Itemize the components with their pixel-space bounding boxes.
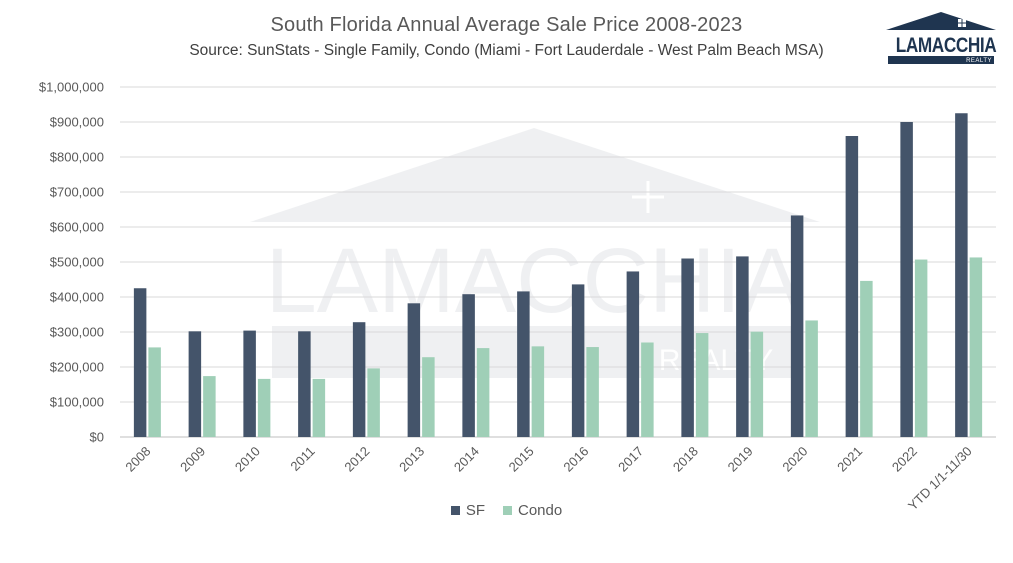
logo-sub: REALTY [966,58,992,64]
bar-condo-5 [367,368,380,437]
bar-condo-2 [203,376,216,437]
y-tick-label: $400,000 [50,290,104,305]
bar-sf-4 [298,331,311,437]
x-tick-label: 2008 [122,444,153,475]
x-tick-label: 2009 [177,444,208,475]
y-axis: $0 $100,000 $200,000 $300,000 $400,000 $500,0… [39,80,104,445]
legend-item-sf: SF [450,502,485,519]
bar-sf-5 [352,322,366,437]
y-tick-label: $800,000 [50,150,104,165]
bar-condo-12 [750,331,764,437]
x-tick-label: 2016 [560,444,591,475]
watermark-name: LAMACCHIA [266,230,803,332]
x-tick-label: 2022 [889,444,920,475]
bar-sf-6 [407,303,421,437]
chart-title: South Florida Annual Average Sale Price … [270,14,743,36]
bar-sf-11 [681,258,694,437]
bar-sf-15 [900,122,913,437]
bar-sf-13 [790,215,804,437]
y-tick-label: $1,000,000 [39,80,104,95]
bar-condo-15 [914,259,928,437]
legend-label-condo: Condo [517,502,563,519]
x-tick-label: 2020 [779,444,810,475]
x-tick-label: 2018 [670,444,701,475]
bar-condo-11 [695,333,709,437]
bar-condo-6 [422,357,435,437]
bar-sf-7 [462,294,475,437]
chart-subtitle: Source: SunStats - Single Family, Condo … [189,42,824,59]
bar-condo-3 [257,378,271,437]
x-tick-label: 2014 [451,444,482,475]
bar-sf-10 [626,271,640,437]
bars [133,113,983,437]
y-tick-label: $300,000 [50,325,104,340]
logo-icon [886,12,996,64]
legend-label-sf: SF [465,502,485,519]
bar-sf-14 [845,136,859,437]
legend-swatch-sf [450,506,460,515]
bar-sf-16 [955,113,968,437]
x-tick-label: 2017 [615,444,646,475]
x-tick-label: 2015 [506,444,537,475]
legend-swatch-condo [502,506,512,515]
logo-name: LAMACCHIA [895,34,997,57]
bar-sf-9 [571,284,585,437]
y-tick-label: $200,000 [50,360,104,375]
bar-sf-2 [188,331,202,437]
bar-sf-3 [243,330,256,437]
x-tick-label: 2010 [232,444,263,475]
x-tick-label: 2021 [834,444,865,475]
y-tick-label: $700,000 [50,185,104,200]
y-tick-label: $600,000 [50,220,104,235]
y-tick-label: $0 [90,430,104,445]
x-tick-label: 2012 [341,444,372,475]
bar-condo-14 [860,280,873,437]
y-tick-label: $900,000 [50,115,104,130]
x-tick-label: 2013 [396,444,427,475]
bar-condo-16 [969,257,983,437]
legend-item-condo: Condo [502,502,563,519]
bar-condo-1 [148,347,161,437]
y-tick-label: $100,000 [50,395,104,410]
watermark: LAMACCHIA REALTY [250,128,820,378]
bar-sf-12 [736,256,749,437]
bar-condo-10 [641,342,654,437]
x-tick-label: 2011 [287,444,317,474]
legend: SF Condo [0,502,1013,519]
bar-sf-8 [517,291,530,437]
bar-condo-13 [805,320,818,437]
bar-condo-9 [586,347,599,437]
x-tick-label: 2019 [725,444,756,475]
bar-condo-4 [312,378,326,437]
bar-sf-1 [133,288,147,437]
bar-condo-7 [476,348,490,437]
bar-condo-8 [531,346,545,437]
y-tick-label: $500,000 [50,255,104,270]
